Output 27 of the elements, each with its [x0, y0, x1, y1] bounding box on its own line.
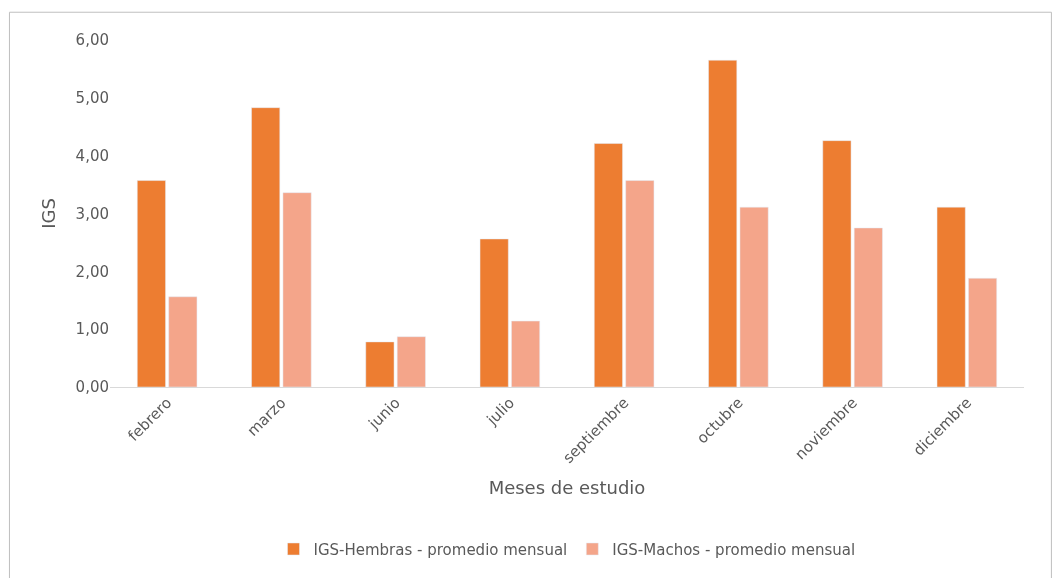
bar — [594, 143, 623, 387]
bar — [822, 140, 852, 387]
bar — [708, 59, 738, 387]
y-axis-title: IGS — [37, 198, 59, 229]
bar — [396, 336, 426, 387]
y-tick-label: 0,00 — [75, 378, 109, 397]
bar — [625, 180, 655, 387]
bar — [968, 278, 997, 387]
y-tick-label: 2,00 — [75, 262, 109, 281]
legend-label: IGS-Machos - promedio mensual — [612, 540, 856, 559]
bar — [739, 206, 769, 387]
bar — [936, 206, 966, 387]
y-tick-label: 3,00 — [75, 204, 109, 223]
legend-label: IGS-Hembras - promedio mensual — [313, 540, 568, 559]
bar — [251, 107, 281, 387]
bar — [511, 320, 540, 387]
bar — [137, 180, 166, 387]
y-tick-label: 4,00 — [75, 146, 109, 165]
bar — [853, 227, 883, 387]
x-axis-title: Meses de estudio — [488, 476, 646, 498]
bar — [282, 192, 312, 387]
y-tick-label: 6,00 — [75, 31, 109, 50]
bar — [365, 341, 395, 387]
y-tick-label: 5,00 — [75, 89, 109, 108]
y-tick-label: 1,00 — [75, 320, 109, 339]
bar — [168, 296, 198, 387]
bar — [479, 238, 509, 387]
